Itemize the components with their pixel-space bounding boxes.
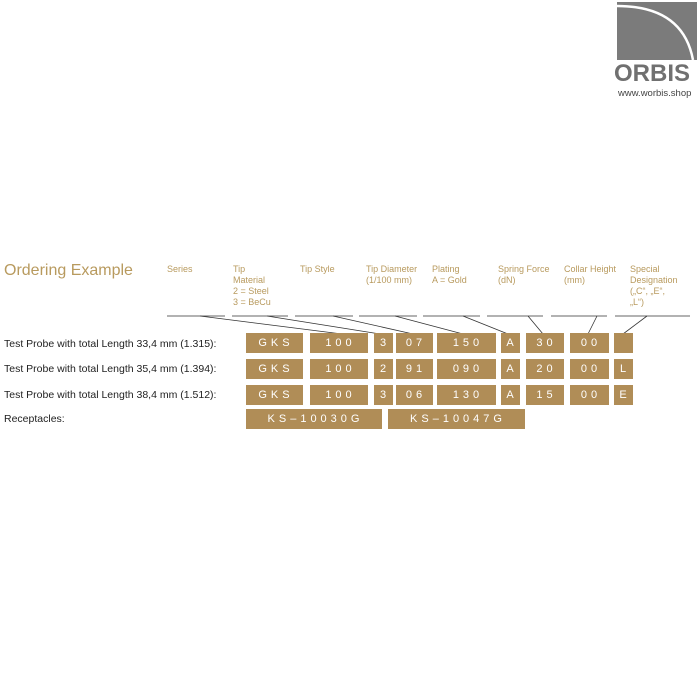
code-series: GKS bbox=[246, 359, 303, 379]
header-tip-style: Tip Style bbox=[300, 264, 335, 274]
code-collar-height: 00 bbox=[570, 385, 609, 405]
code-collar-height: 00 bbox=[570, 333, 609, 353]
code-spring-force: 15 bbox=[526, 385, 564, 405]
code-plating: A bbox=[501, 385, 520, 405]
code-tip-diameter: 130 bbox=[437, 385, 496, 405]
header-special-designation: Special Designation („C“, „E“, „L“) bbox=[630, 264, 678, 307]
row-label: Test Probe with total Length 35,4 mm (1.… bbox=[4, 363, 217, 375]
code-spring-force: 20 bbox=[526, 359, 564, 379]
code-tip-diameter: 150 bbox=[437, 333, 496, 353]
orbis-logo-mark bbox=[617, 2, 697, 60]
header-tip-material: Tip Material 2 = Steel 3 = BeCu bbox=[233, 264, 271, 307]
code-series: GKS bbox=[246, 333, 303, 353]
connector-lines bbox=[167, 315, 690, 335]
header-series: Series bbox=[167, 264, 193, 274]
header-spring-force: Spring Force (dN) bbox=[498, 264, 550, 285]
code-collar-height: 00 bbox=[570, 359, 609, 379]
code-tip-material: 100 bbox=[310, 333, 368, 353]
code-tip-material: 100 bbox=[310, 359, 368, 379]
code-tip-material-code: 3 bbox=[374, 333, 393, 353]
code-tip-style: 07 bbox=[396, 333, 433, 353]
header-collar-height: Collar Height (mm) bbox=[564, 264, 617, 285]
arc-icon bbox=[617, 4, 695, 60]
code-special-designation bbox=[614, 333, 633, 353]
header-plating: Plating A = Gold bbox=[432, 264, 467, 285]
code-plating: A bbox=[501, 333, 520, 353]
code-special-designation: E bbox=[614, 385, 633, 405]
code-tip-material-code: 2 bbox=[374, 359, 393, 379]
row-label: Test Probe with total Length 33,4 mm (1.… bbox=[4, 338, 217, 350]
header-tip-diameter: Tip Diameter (1/100 mm) bbox=[366, 264, 418, 285]
code-tip-material-code: 3 bbox=[374, 385, 393, 405]
code-tip-style: 06 bbox=[396, 385, 433, 405]
receptacle-code: KS–10047G bbox=[388, 409, 525, 429]
code-plating: A bbox=[501, 359, 520, 379]
code-special-designation: L bbox=[614, 359, 633, 379]
code-tip-material: 100 bbox=[310, 385, 368, 405]
logo-text: ORBIS bbox=[614, 60, 691, 87]
code-tip-style: 91 bbox=[396, 359, 433, 379]
logo-url[interactable]: www.worbis.shop bbox=[618, 88, 692, 99]
code-series: GKS bbox=[246, 385, 303, 405]
code-tip-diameter: 090 bbox=[437, 359, 496, 379]
code-spring-force: 30 bbox=[526, 333, 564, 353]
receptacles-label: Receptacles: bbox=[4, 413, 65, 425]
receptacle-code: KS–10030G bbox=[246, 409, 382, 429]
row-label: Test Probe with total Length 38,4 mm (1.… bbox=[4, 389, 217, 401]
section-title: Ordering Example bbox=[4, 262, 133, 279]
